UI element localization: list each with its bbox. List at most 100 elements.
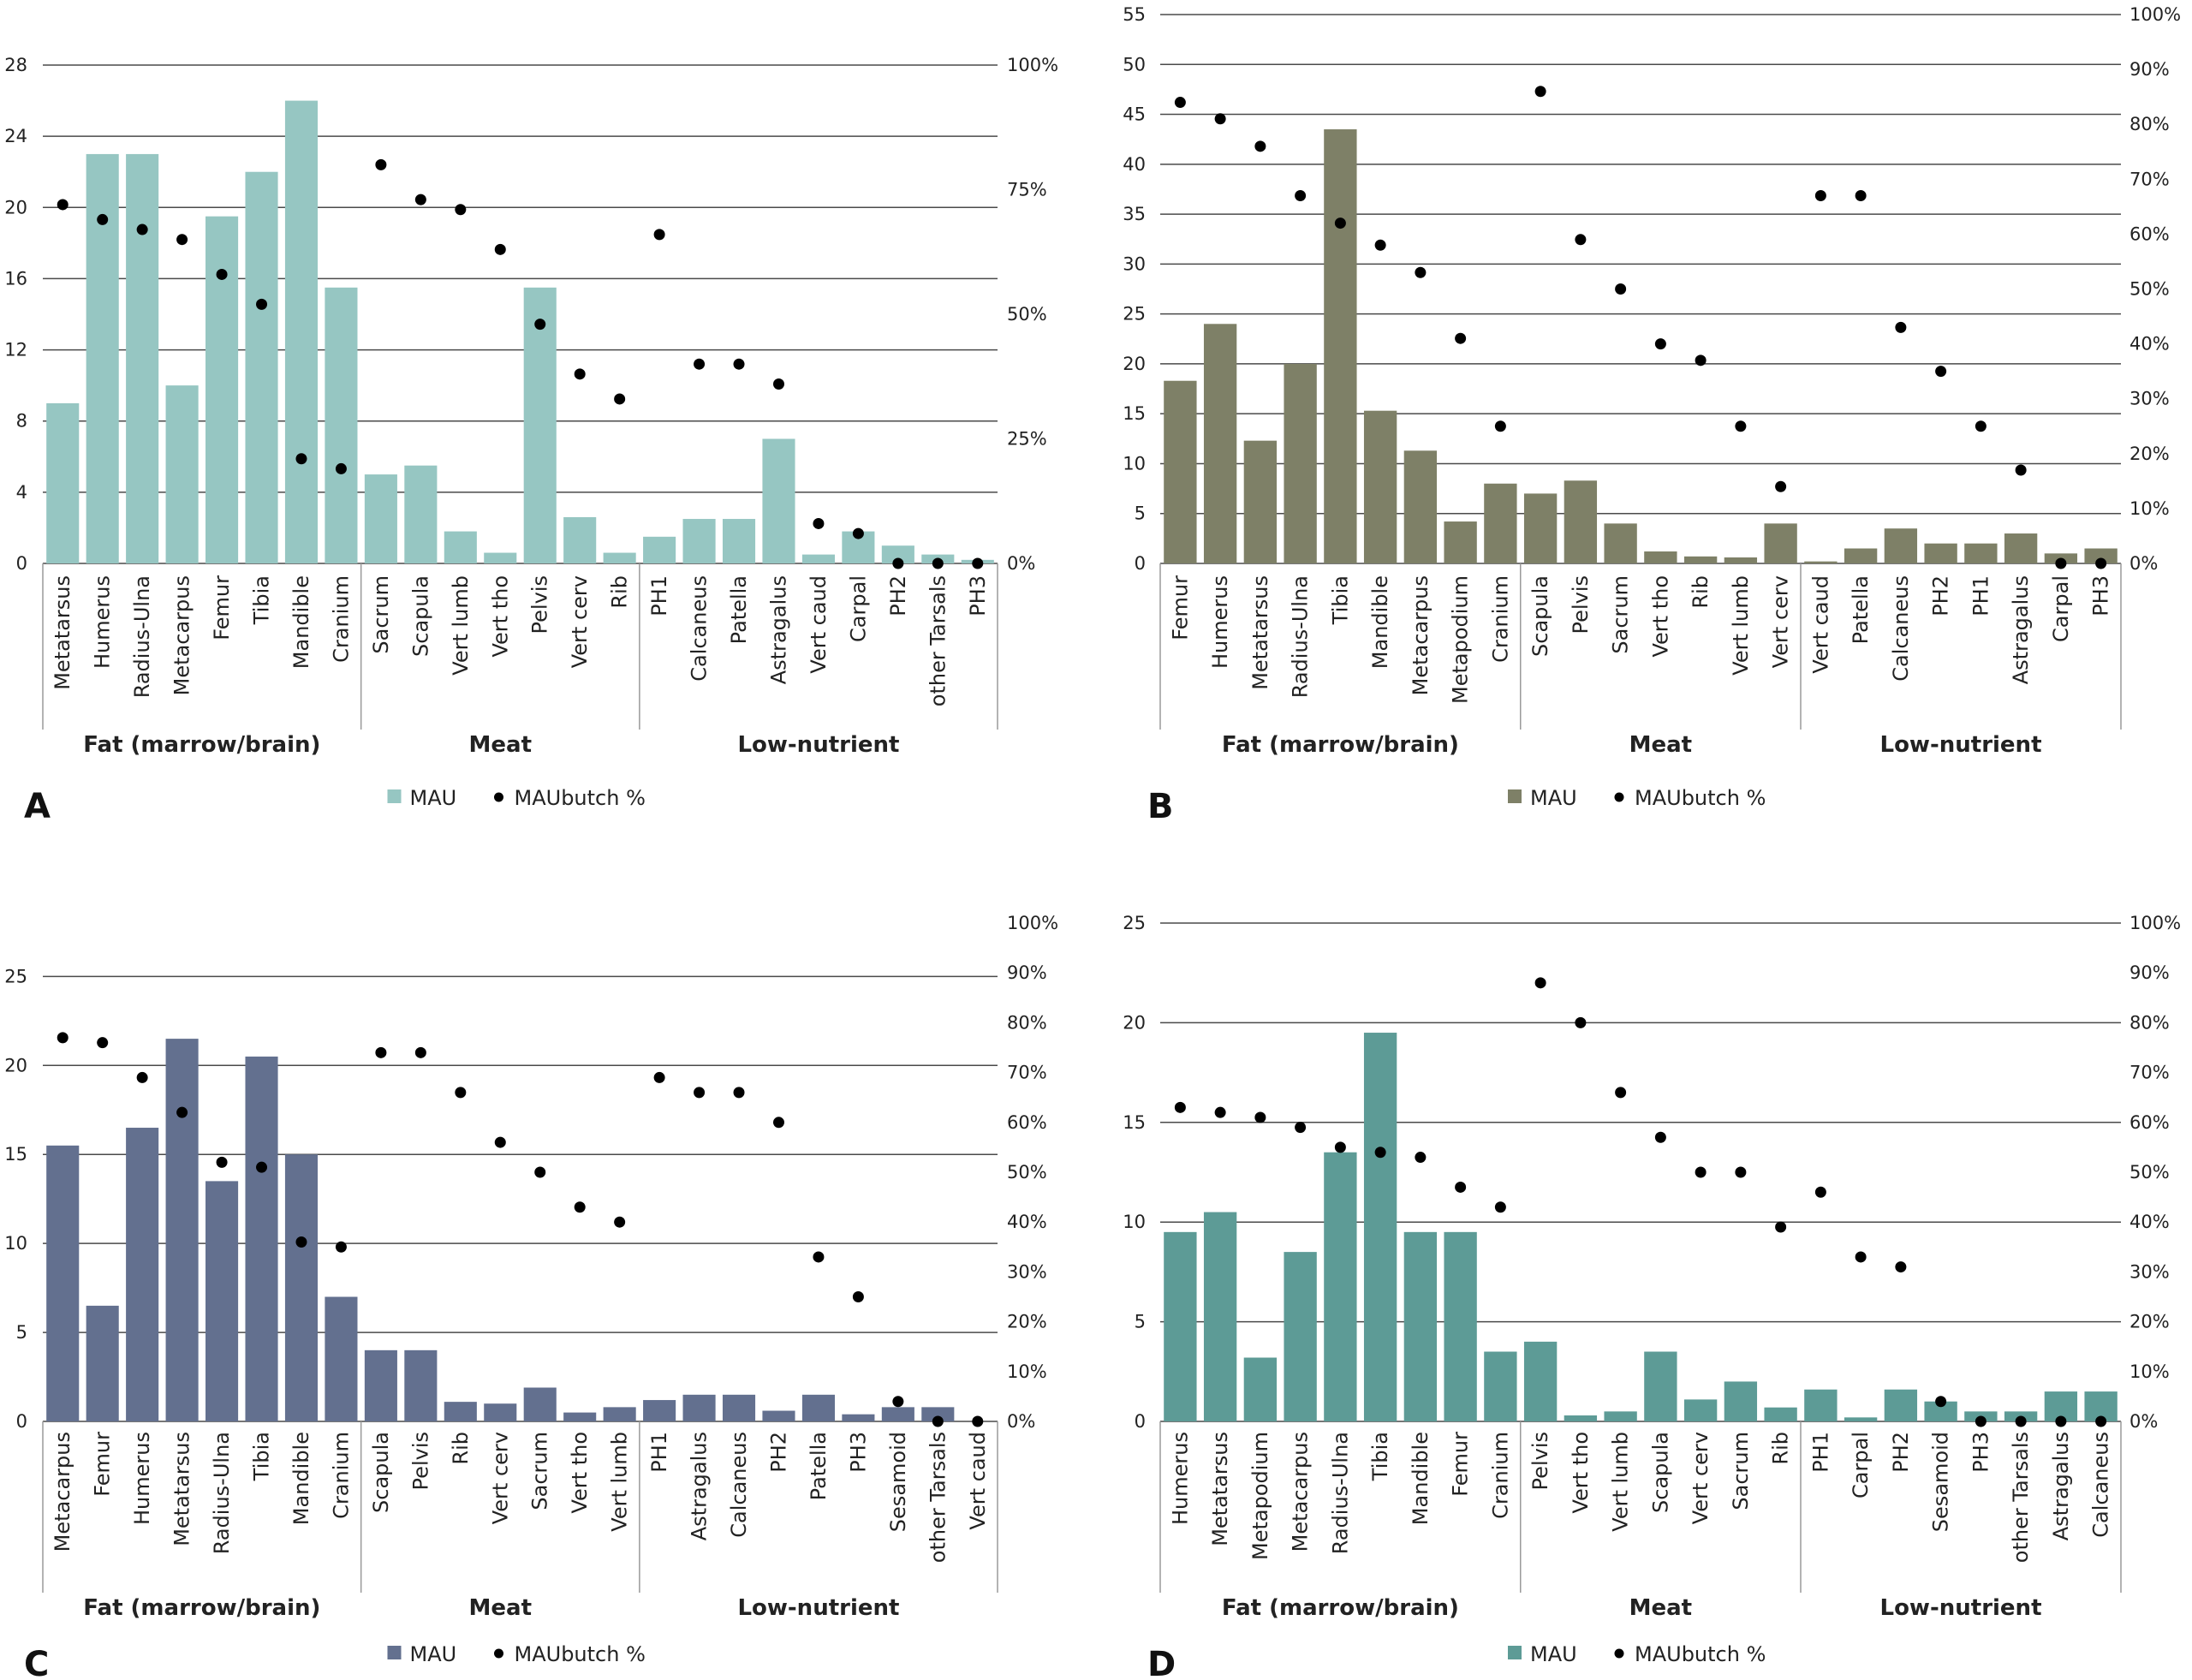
category-label: Vert lumb bbox=[1729, 575, 1753, 676]
mau-bar bbox=[722, 519, 756, 563]
left-tick-label: 35 bbox=[1123, 204, 1146, 224]
left-tick-label: 15 bbox=[1123, 1112, 1146, 1133]
left-tick-label: 0 bbox=[1135, 1411, 1146, 1432]
category-label: Scapula bbox=[408, 575, 432, 657]
mau-bar bbox=[404, 465, 438, 563]
right-tick-label: 100% bbox=[2129, 913, 2181, 933]
mau-butch-dot bbox=[1855, 190, 1867, 202]
left-tick-label: 10 bbox=[1123, 453, 1146, 474]
mau-bar bbox=[1203, 324, 1237, 563]
right-tick-label: 30% bbox=[2129, 1261, 2170, 1282]
right-tick-label: 20% bbox=[2129, 444, 2170, 464]
mau-bar bbox=[1924, 1401, 1957, 1421]
category-label: Sacrum bbox=[1729, 1432, 1753, 1510]
category-label: Astragalus bbox=[2049, 1432, 2073, 1540]
mau-butch-dot bbox=[892, 557, 904, 569]
category-label: Astragalus bbox=[2009, 575, 2033, 684]
mau-butch-dot bbox=[97, 213, 109, 225]
mau-butch-dot bbox=[335, 462, 347, 474]
right-tick-label: 0% bbox=[1007, 1411, 1035, 1432]
mau-bar bbox=[1523, 493, 1558, 563]
mau-bar bbox=[2004, 533, 2038, 563]
mau-butch-dot bbox=[1254, 140, 1266, 152]
category-label: Sacrum bbox=[1609, 575, 1633, 654]
mau-butch-dot bbox=[1695, 354, 1707, 366]
legend-pct-label: MAUbutch % bbox=[1635, 786, 1766, 810]
mau-bar bbox=[1804, 1389, 1838, 1421]
left-tick-label: 28 bbox=[4, 55, 27, 75]
right-tick-label: 70% bbox=[2129, 169, 2170, 189]
right-tick-label: 20% bbox=[1007, 1312, 1047, 1332]
left-tick-label: 50 bbox=[1123, 54, 1146, 74]
mau-butch-dot bbox=[1735, 420, 1747, 432]
mau-butch-dot bbox=[295, 453, 307, 465]
mau-butch-dot bbox=[1415, 1152, 1427, 1164]
mau-butch-dot bbox=[2015, 464, 2027, 476]
mau-bar bbox=[523, 287, 557, 563]
mau-butch-dot bbox=[1374, 239, 1386, 251]
group-label: Meat bbox=[469, 732, 532, 758]
category-label: Carpal bbox=[2049, 575, 2073, 642]
legend-mau-swatch bbox=[387, 789, 402, 803]
left-tick-label: 20 bbox=[4, 197, 27, 217]
mau-bar bbox=[1604, 523, 1637, 563]
mau-butch-dot bbox=[1975, 420, 1986, 432]
panel-letter: B bbox=[1147, 787, 1174, 826]
right-tick-label: 0% bbox=[2129, 553, 2158, 574]
mau-butch-dot bbox=[574, 368, 586, 380]
category-label: Humerus bbox=[1208, 575, 1232, 669]
left-tick-label: 45 bbox=[1123, 104, 1146, 125]
mau-bar bbox=[2084, 548, 2118, 563]
mau-butch-dot bbox=[176, 1106, 188, 1118]
category-label: PH1 bbox=[1969, 575, 1992, 617]
right-tick-label: 50% bbox=[1007, 1162, 1047, 1183]
category-label: Femur bbox=[91, 1432, 115, 1497]
category-label: PH3 bbox=[2089, 575, 2113, 617]
right-tick-label: 0% bbox=[2129, 1411, 2158, 1432]
mau-bar bbox=[1363, 410, 1397, 563]
group-label: Low-nutrient bbox=[1880, 732, 2042, 758]
category-label: Radius-Ulna bbox=[1289, 575, 1313, 698]
category-label: Metatarsus bbox=[170, 1432, 194, 1546]
category-label: Sacrum bbox=[528, 1432, 552, 1510]
right-tick-label: 25% bbox=[1007, 429, 1047, 450]
category-label: Vert caud bbox=[1808, 575, 1832, 674]
category-label: Metatarsus bbox=[1248, 575, 1272, 690]
category-label: Vert lumb bbox=[449, 575, 473, 676]
panel-letter: C bbox=[24, 1645, 49, 1680]
mau-bar bbox=[245, 171, 278, 563]
mau-butch-dot bbox=[1455, 1181, 1467, 1193]
panel-letter: D bbox=[1147, 1645, 1176, 1680]
category-label: Calcaneus bbox=[688, 575, 712, 682]
category-label: Astragalus bbox=[688, 1432, 712, 1540]
legend-dot-marker bbox=[494, 792, 503, 802]
mau-butch-dot bbox=[932, 1415, 944, 1427]
mau-butch-dot bbox=[1775, 480, 1787, 492]
mau-butch-dot bbox=[216, 268, 228, 280]
category-label: Humerus bbox=[130, 1432, 154, 1525]
category-label: Patella bbox=[807, 1432, 831, 1500]
category-label: PH2 bbox=[1929, 575, 1953, 617]
left-tick-label: 8 bbox=[16, 411, 27, 432]
category-label: Mandible bbox=[1368, 575, 1392, 669]
mau-bar bbox=[921, 1407, 955, 1421]
category-label: Cranium bbox=[329, 1432, 353, 1519]
mau-butch-dot bbox=[176, 234, 188, 246]
mau-butch-dot bbox=[1374, 1147, 1386, 1159]
category-label: Patella bbox=[1849, 575, 1873, 644]
group-label: Meat bbox=[1629, 1595, 1692, 1621]
legend-mau-label: MAU bbox=[1530, 1642, 1577, 1666]
mau-bar bbox=[46, 402, 80, 563]
left-tick-label: 24 bbox=[4, 126, 27, 146]
mau-bar bbox=[165, 385, 199, 563]
mau-bar bbox=[325, 287, 358, 563]
mau-butch-dot bbox=[1935, 1396, 1947, 1408]
category-label: Vert tho bbox=[1569, 1432, 1593, 1514]
mau-butch-dot bbox=[216, 1156, 228, 1168]
right-tick-label: 70% bbox=[1007, 1063, 1047, 1083]
mau-butch-dot bbox=[1575, 234, 1587, 246]
chart-panel-b: 0 5 10 15 20 25 30 35 40 45 50 55 0% 10% 20% 30% 40% 50% 6… bbox=[1123, 4, 2181, 826]
category-label: Metacarpus bbox=[51, 1432, 74, 1552]
right-tick-label: 40% bbox=[2129, 1212, 2170, 1232]
